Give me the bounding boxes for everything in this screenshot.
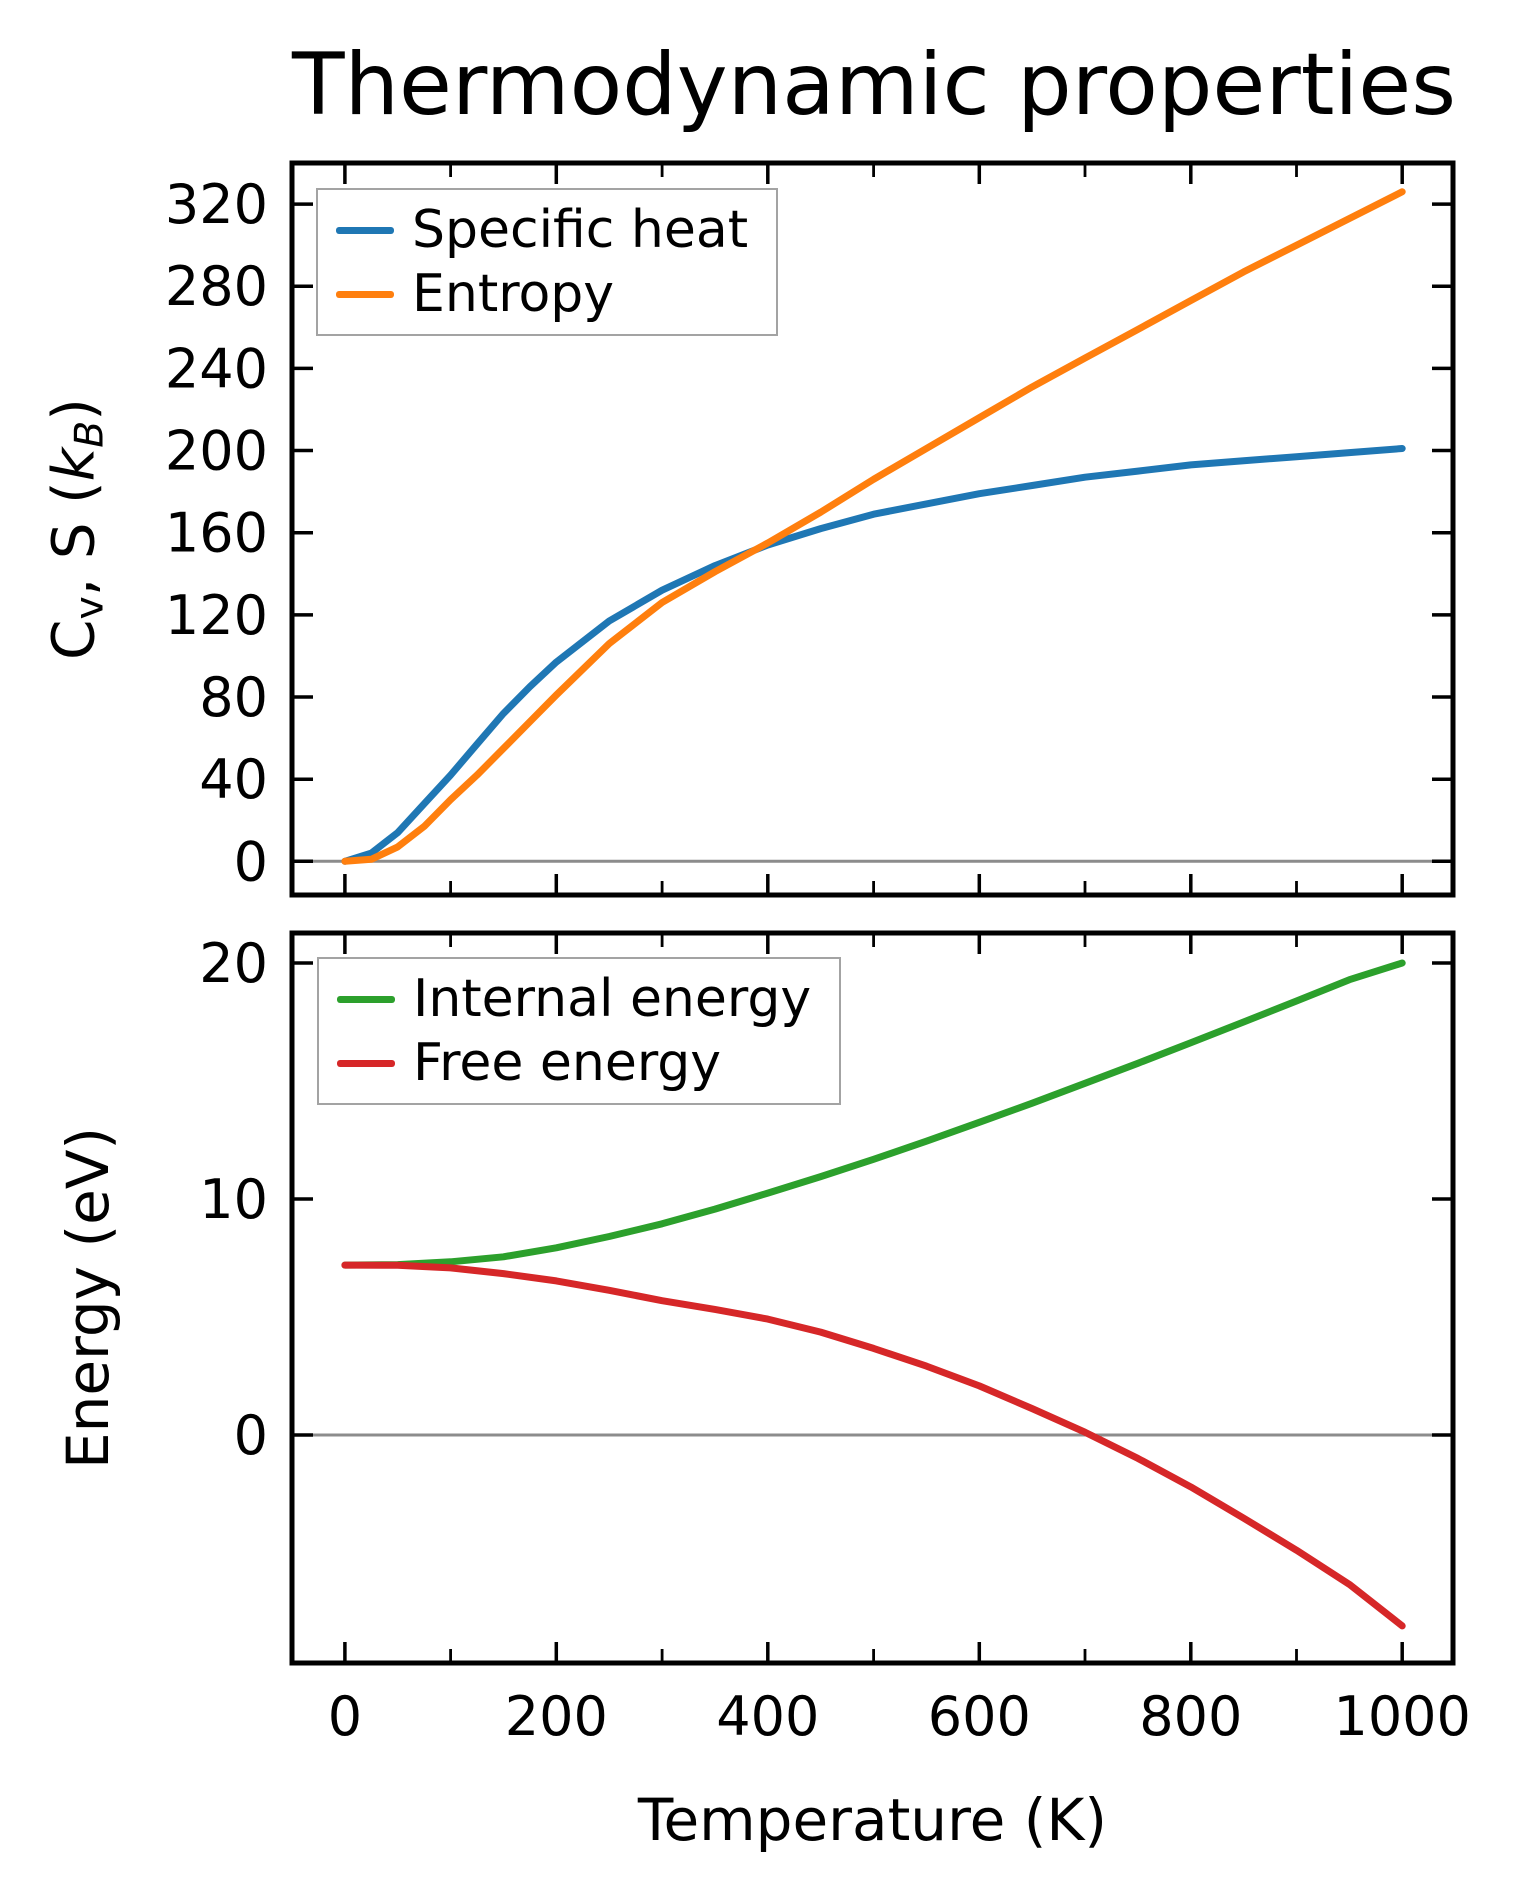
top-y-axis-label-part: C <box>39 619 108 660</box>
top-y-axis-label-part: B <box>66 420 113 448</box>
x-tick-label-200: 200 <box>505 1685 608 1748</box>
y-tick-label-20: 20 <box>199 932 268 995</box>
x-tick-label-1000: 1000 <box>1333 1685 1470 1748</box>
legend-item-entropy: Entropy <box>336 262 748 326</box>
y-tick-label-280: 280 <box>165 255 268 318</box>
x-tick-label-0: 0 <box>328 1685 362 1748</box>
axis-ticks <box>292 163 1453 895</box>
y-tick-label-120: 120 <box>165 584 268 647</box>
legend-bottom: Internal energy Free energy <box>317 957 842 1105</box>
legend-label-free-energy: Free energy <box>413 1033 722 1093</box>
x-axis-label: Temperature (K) <box>637 1786 1108 1854</box>
y-tick-label-160: 160 <box>165 502 268 565</box>
legend-label-specific-heat: Specific heat <box>412 200 749 260</box>
x-tick-label-600: 600 <box>928 1685 1031 1748</box>
y-tick-label-80: 80 <box>199 666 268 729</box>
entropy-line-sample <box>336 290 394 298</box>
y-tick-label-320: 320 <box>165 173 268 236</box>
y-tick-label-40: 40 <box>199 748 268 811</box>
y-tick-label-0: 0 <box>234 1404 268 1467</box>
x-tick-label-800: 800 <box>1139 1685 1242 1748</box>
bottom-y-axis-label: Energy (eV) <box>54 1126 122 1470</box>
legend-item-free-energy: Free energy <box>337 1031 811 1095</box>
figure-title: Thermodynamic properties <box>292 35 1457 135</box>
top-y-axis-label: Cv, S (kB) <box>40 398 113 660</box>
internal-energy-line-sample <box>337 995 395 1003</box>
series-internal-energy <box>341 959 1406 1269</box>
legend-label-entropy: Entropy <box>412 264 615 324</box>
top-y-axis-label-part: ) <box>39 398 108 421</box>
legend-item-specific-heat: Specific heat <box>336 198 748 262</box>
chart-0-plot: 0 40 80 120 160 200 240 280 320 <box>165 160 1456 898</box>
series-specific-heat <box>341 445 1406 865</box>
free-energy-line-sample <box>337 1059 395 1067</box>
legend-top: Specific heat Entropy <box>316 188 779 336</box>
series-entropy <box>341 188 1406 865</box>
y-tick-label-240: 240 <box>165 337 268 400</box>
specific-heat-line-sample <box>336 226 394 234</box>
x-tick-label-400: 400 <box>716 1685 819 1748</box>
legend-label-internal-energy: Internal energy <box>413 969 812 1029</box>
axis-ticks <box>292 933 1453 1663</box>
top-y-axis-label-part: , S ( <box>39 481 108 597</box>
y-tick-label-10: 10 <box>199 1168 268 1231</box>
top-y-axis-label-part: k <box>39 447 108 482</box>
legend-item-internal-energy: Internal energy <box>337 967 811 1031</box>
y-tick-label-0: 0 <box>234 830 268 893</box>
y-tick-label-200: 200 <box>165 420 268 483</box>
top-y-axis-label-part: v <box>66 596 113 620</box>
series-free-energy <box>341 1261 1406 1630</box>
